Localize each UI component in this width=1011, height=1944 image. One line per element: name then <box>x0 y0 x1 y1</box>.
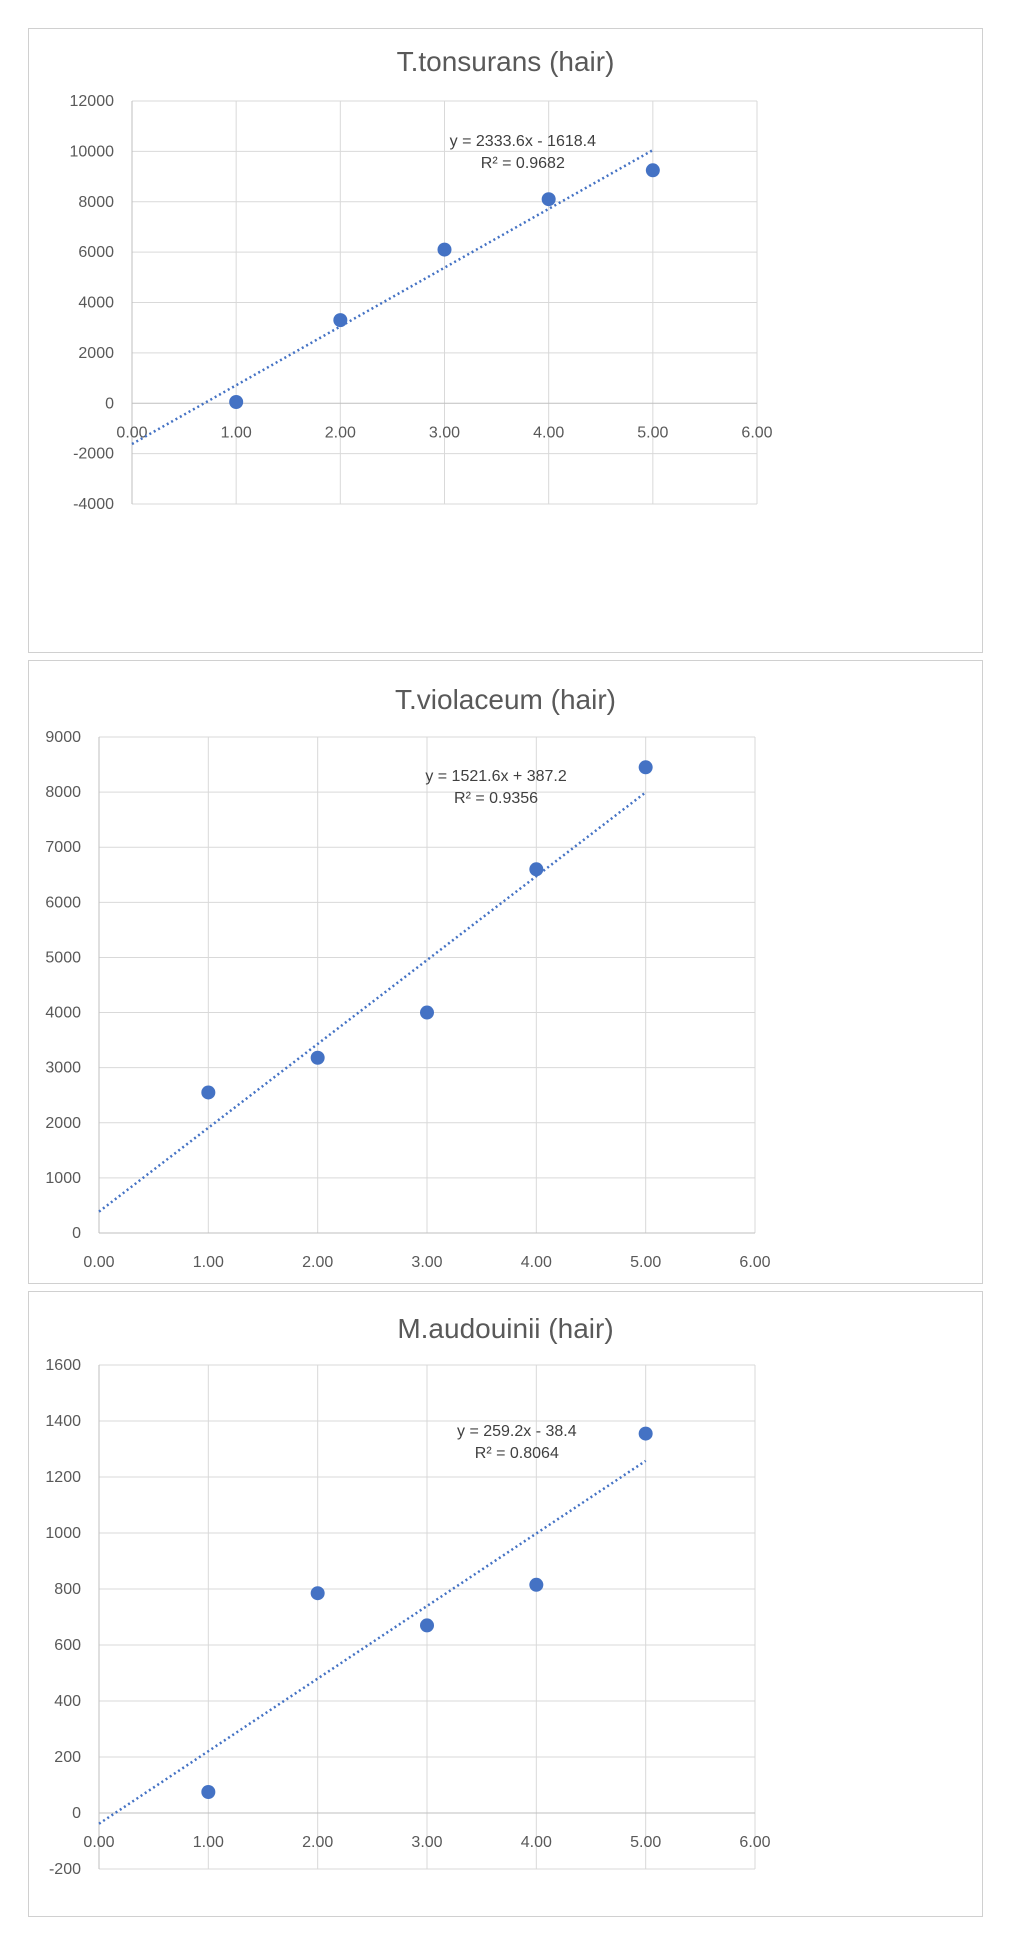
r-squared-label: R² = 0.8064 <box>475 1445 559 1462</box>
data-point <box>420 1618 434 1633</box>
data-point <box>201 1085 216 1100</box>
r-squared-label: R² = 0.9356 <box>454 790 538 807</box>
y-tick-label: 2000 <box>45 1115 81 1132</box>
y-tick-label: -4000 <box>73 496 114 513</box>
trendline-equation: y = 1521.6x + 387.2 <box>425 768 567 785</box>
data-point <box>333 313 348 328</box>
chart-title: M.audouinii (hair) <box>397 1313 613 1344</box>
chart-title: T.tonsurans (hair) <box>397 46 615 77</box>
y-tick-label: 1000 <box>45 1170 81 1187</box>
data-point <box>310 1050 325 1065</box>
y-tick-label: 5000 <box>45 949 81 966</box>
scatter-chart-t-violaceum: T.violaceum (hair) 0 1000 2000 3000 4000 5000 6… <box>45 684 770 1271</box>
data-point <box>201 1785 216 1799</box>
data-point <box>310 1586 325 1601</box>
y-tick-label: 2000 <box>78 345 114 362</box>
x-tick-label: 4.00 <box>521 1254 552 1271</box>
chart-panel-t-violaceum: T.violaceum (hair) 0 1000 2000 3000 4000 5000 6… <box>28 660 983 1284</box>
y-tick-label: 0 <box>105 395 114 412</box>
trendline <box>131 149 654 446</box>
x-tick-label: 4.00 <box>533 424 564 441</box>
y-tick-label: -200 <box>49 1861 81 1878</box>
data-point <box>645 163 660 178</box>
y-tick-label: 400 <box>54 1693 81 1710</box>
x-tick-label: 2.00 <box>325 424 356 441</box>
x-tick-label: 3.00 <box>411 1254 442 1271</box>
trendline <box>98 1459 647 1825</box>
y-tick-label: 6000 <box>78 244 114 261</box>
trendline <box>98 791 647 1213</box>
y-tick-label: 7000 <box>45 839 81 856</box>
data-point <box>638 1426 653 1441</box>
y-tick-label: 1000 <box>45 1525 81 1542</box>
y-tick-label: 0 <box>72 1805 81 1822</box>
x-tick-label: 0.00 <box>83 1254 114 1271</box>
x-tick-label: 6.00 <box>739 1834 770 1851</box>
x-tick-label: 1.00 <box>221 424 252 441</box>
y-tick-label: -2000 <box>73 446 114 463</box>
chart-panel-m-audouinii: M.audouinii (hair) -200 0 200 400 600 800 1000 1… <box>28 1291 983 1917</box>
y-tick-label: 9000 <box>45 729 81 746</box>
x-tick-label: 2.00 <box>302 1834 333 1851</box>
y-tick-label: 8000 <box>78 194 114 211</box>
y-tick-label: 0 <box>72 1225 81 1242</box>
x-tick-label: 3.00 <box>411 1834 442 1851</box>
r-squared-label: R² = 0.9682 <box>481 155 565 172</box>
data-point <box>529 862 544 877</box>
data-point <box>437 242 452 257</box>
x-tick-label: 6.00 <box>741 424 772 441</box>
x-tick-label: 5.00 <box>630 1254 661 1271</box>
x-tick-label: 2.00 <box>302 1254 333 1271</box>
x-tick-label: 4.00 <box>521 1834 552 1851</box>
y-tick-label: 1200 <box>45 1469 81 1486</box>
x-tick-label: 3.00 <box>429 424 460 441</box>
y-tick-label: 600 <box>54 1637 81 1654</box>
y-tick-label: 8000 <box>45 784 81 801</box>
chart-title: T.violaceum (hair) <box>395 684 616 715</box>
x-tick-label: 5.00 <box>637 424 668 441</box>
x-tick-label: 1.00 <box>193 1834 224 1851</box>
y-tick-label: 12000 <box>70 93 115 110</box>
y-tick-label: 6000 <box>45 894 81 911</box>
y-tick-label: 10000 <box>70 143 115 160</box>
data-point <box>541 192 556 207</box>
y-tick-label: 4000 <box>78 295 114 312</box>
y-tick-label: 3000 <box>45 1060 81 1077</box>
y-tick-label: 1600 <box>45 1357 81 1374</box>
y-tick-label: 4000 <box>45 1005 81 1022</box>
scatter-chart-m-audouinii: M.audouinii (hair) -200 0 200 400 600 800 1000 1… <box>45 1313 770 1878</box>
x-tick-label: 0.00 <box>116 424 147 441</box>
x-tick-label: 6.00 <box>739 1254 770 1271</box>
data-point <box>529 1577 544 1592</box>
y-tick-label: 200 <box>54 1749 81 1766</box>
y-tick-label: 1400 <box>45 1413 81 1430</box>
x-tick-label: 0.00 <box>83 1834 114 1851</box>
chart-panel-t-tonsurans: T.tonsurans (hair) -4000 -2000 0 2000 4000 600… <box>28 28 983 653</box>
trendline-equation: y = 259.2x - 38.4 <box>457 1423 577 1440</box>
data-point <box>229 394 244 409</box>
scatter-chart-t-tonsurans: T.tonsurans (hair) -4000 -2000 0 2000 4000 600… <box>70 46 773 513</box>
x-tick-label: 1.00 <box>193 1254 224 1271</box>
x-tick-label: 5.00 <box>630 1834 661 1851</box>
data-point <box>638 760 653 775</box>
y-tick-label: 800 <box>54 1581 81 1598</box>
data-point <box>420 1005 434 1020</box>
trendline-equation: y = 2333.6x - 1618.4 <box>450 133 596 150</box>
